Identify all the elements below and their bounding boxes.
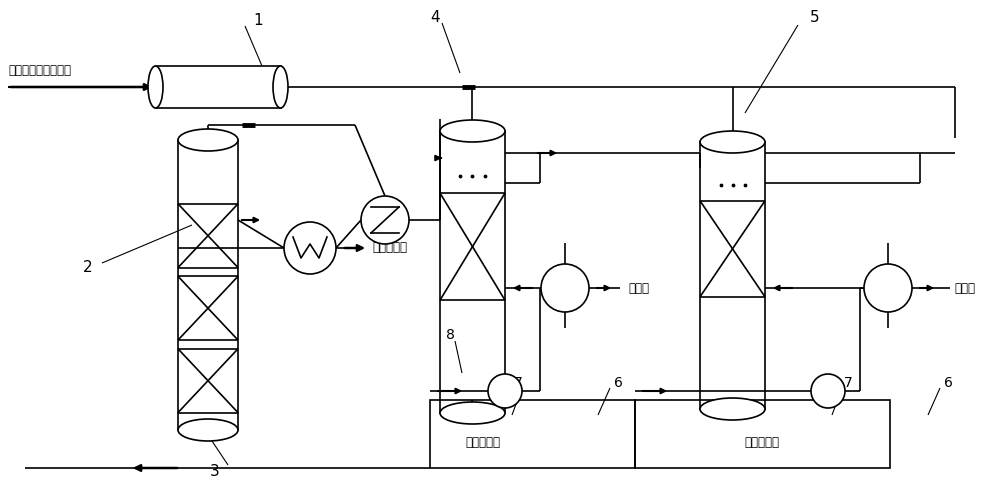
Bar (178, 140, 238, 430)
Bar (700, 142, 765, 409)
Text: 燃烧系统来的过程气: 燃烧系统来的过程气 (8, 65, 71, 77)
Text: 7: 7 (514, 376, 522, 390)
Text: 去吸收系统: 去吸收系统 (372, 242, 407, 254)
Bar (156, 66, 280, 108)
Bar (635, 400, 890, 468)
Ellipse shape (148, 66, 163, 108)
Text: 8: 8 (446, 328, 454, 342)
Text: 5: 5 (810, 10, 820, 26)
Text: 3: 3 (210, 463, 220, 479)
Circle shape (541, 264, 589, 312)
Ellipse shape (440, 402, 505, 424)
Bar (440, 131, 505, 413)
Text: 1: 1 (253, 13, 263, 29)
Text: 冷却水: 冷却水 (628, 282, 649, 294)
Ellipse shape (440, 120, 505, 142)
Text: 6: 6 (944, 376, 952, 390)
Text: 补充液硫酸: 补充液硫酸 (744, 436, 780, 450)
Ellipse shape (700, 131, 765, 153)
Text: 去硫铵单元: 去硫铵单元 (466, 436, 501, 450)
Text: 6: 6 (614, 376, 622, 390)
Text: 4: 4 (430, 10, 440, 26)
Circle shape (488, 374, 522, 408)
Text: 冷却水: 冷却水 (954, 282, 975, 294)
Circle shape (361, 196, 409, 244)
Circle shape (284, 222, 336, 274)
Bar (430, 400, 635, 468)
Ellipse shape (178, 129, 238, 151)
Ellipse shape (700, 398, 765, 420)
Circle shape (864, 264, 912, 312)
Ellipse shape (178, 419, 238, 441)
Text: 7: 7 (844, 376, 852, 390)
Ellipse shape (273, 66, 288, 108)
Text: 2: 2 (83, 260, 93, 276)
Circle shape (811, 374, 845, 408)
